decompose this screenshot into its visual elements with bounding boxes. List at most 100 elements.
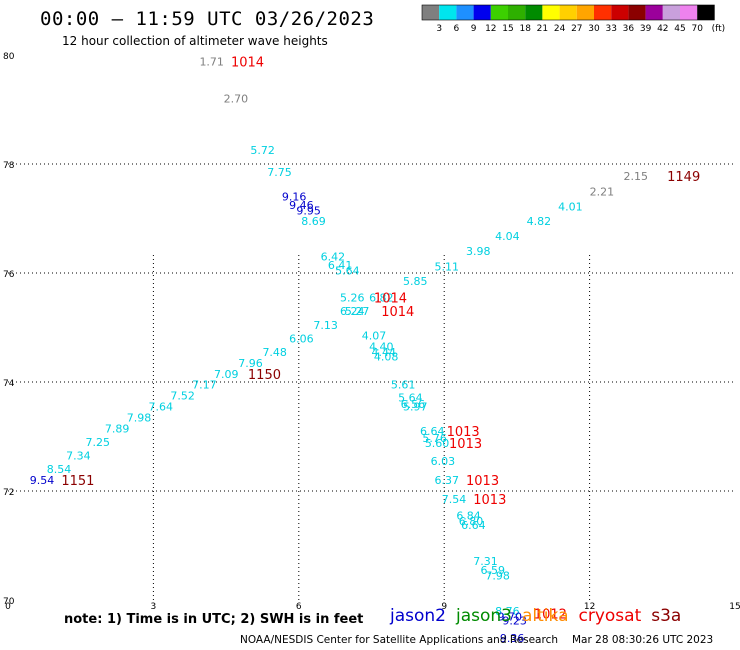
swh-label: 4.44: [372, 346, 397, 359]
colorbar-label: 42: [657, 24, 668, 34]
swh-label: 7.75: [267, 166, 292, 179]
pressure-label: 1150: [248, 368, 281, 383]
colorbar-label: 30: [588, 24, 600, 34]
swh-label: 7.64: [149, 401, 174, 414]
swh-label: 8.69: [301, 215, 326, 228]
legend-jason2: jason2: [390, 606, 446, 626]
swh-label: 6.64: [420, 425, 445, 438]
colorbar-swatch: [594, 5, 612, 20]
x-tick-label: 6: [296, 602, 302, 612]
swh-label: 6.64: [461, 519, 486, 532]
swh-label: 7.09: [214, 368, 239, 381]
colorbar-swatch: [645, 5, 663, 20]
y-tick-label: 80: [3, 52, 15, 62]
swh-label: 7.98: [127, 411, 152, 424]
colorbar-label: 24: [554, 24, 566, 34]
colorbar-swatch: [662, 5, 680, 20]
swh-label: 7.52: [170, 390, 195, 403]
y-tick-label: 76: [3, 270, 15, 280]
swh-label: 7.25: [86, 436, 111, 449]
swh-label: 7.48: [262, 346, 287, 359]
swh-label: 6.59: [481, 564, 506, 577]
colorbar-swatch: [422, 5, 440, 20]
colorbar-swatch: [490, 5, 508, 20]
x-tick-label: 12: [584, 602, 595, 612]
swh-label: 2.70: [224, 93, 249, 106]
swh-label: 5.76: [422, 432, 447, 445]
swh-label: 4.08: [374, 350, 399, 363]
colorbar-swatch: [542, 5, 560, 20]
swh-label: 9.95: [296, 204, 321, 217]
swh-label: 6.03: [431, 455, 456, 468]
colorbar-label: 12: [485, 24, 496, 34]
swh-label: 7.17: [192, 379, 217, 392]
plot-gridlines: [8, 163, 735, 600]
chart-subtitle: 12 hour collection of altimeter wave hei…: [62, 34, 328, 48]
swh-label: 6.24: [340, 305, 365, 318]
pressure-label: 1014: [374, 292, 407, 307]
colorbar-label: 33: [605, 24, 616, 34]
swh-label: 6.37: [435, 474, 460, 487]
swh-label: 7.96: [238, 357, 263, 370]
colorbar-swatch: [576, 5, 594, 20]
axis-tick-labels: 0 3 6 9 12 15 70 72 74 76 78 80: [3, 52, 740, 612]
footer-note: note: 1) Time is in UTC; 2) SWH is in fe…: [64, 612, 364, 627]
credit-time: Mar 28 08:30:26 UTC 2023: [572, 634, 714, 646]
colorbar-swatch: [473, 5, 491, 20]
swh-label: 8.76: [495, 605, 519, 618]
swh-label: 5.27: [345, 305, 370, 318]
swh-label: 5.97: [403, 401, 428, 414]
swh-label: 9.70: [498, 610, 522, 623]
colorbar-swatch: [559, 5, 577, 20]
y-tick-label: 78: [3, 161, 15, 171]
swh-label: 7.98: [485, 569, 510, 582]
swh-label: 4.40: [369, 341, 394, 354]
y-tick-label: 72: [3, 488, 14, 498]
x-tick-label: 0: [5, 602, 11, 612]
pressure-label: 1013: [466, 474, 499, 489]
swh-label: 6.41: [328, 259, 353, 272]
swh-label: 5.26: [340, 292, 365, 305]
swh-label: 7.34: [66, 450, 91, 463]
credit-org: NOAA/NESDIS Center for Satellite Applica…: [240, 634, 558, 646]
colorbar-label: 36: [623, 24, 635, 34]
swh-label: 6.82: [369, 292, 394, 305]
swh-label: 7.31: [473, 555, 498, 568]
colorbar-label: 21: [537, 24, 548, 34]
pressure-label: 1014: [381, 305, 414, 320]
x-tick-label: 15: [729, 602, 740, 612]
pressure-label: 1012: [534, 608, 567, 623]
swh-label: 3.98: [466, 245, 491, 258]
pressure-label: 1013: [473, 493, 506, 508]
swh-label: 4.04: [495, 230, 519, 243]
swh-label: 7.54: [442, 493, 467, 506]
swh-label: 2.21: [590, 185, 615, 198]
swh-label: 7.89: [105, 422, 130, 435]
pressure-label: 1149: [667, 170, 700, 185]
swh-label: 9.46: [289, 199, 314, 212]
legend-jason3: jason3: [456, 606, 512, 626]
colorbar-swatch: [508, 5, 526, 20]
swh-label: 9.16: [282, 191, 307, 204]
colorbar-swatch: [680, 5, 698, 20]
legend-altika: altika: [522, 606, 569, 626]
colorbar-label: 27: [571, 24, 582, 34]
swh-label: 1.71: [199, 56, 224, 69]
colorbar-label: 39: [640, 24, 652, 34]
colorbar-swatch: [611, 5, 629, 20]
swh-label: 5.85: [403, 275, 428, 288]
swh-label: 5.60: [425, 437, 450, 450]
swh-label: 6.84: [456, 510, 481, 523]
colorbar-swatch: [697, 5, 715, 20]
colorbar-label: 18: [519, 24, 531, 34]
swh-label: 6.06: [289, 332, 314, 345]
swh-colorbar: 3 6 9 12 15 18 21 24 27 30 33 36 39 42 45 70 (ft): [421, 4, 725, 34]
pressure-label: 1014: [231, 56, 264, 71]
colorbar-label: 45: [674, 24, 685, 34]
swh-label: 8.54: [47, 463, 71, 476]
swh-label: 5.64: [398, 391, 423, 404]
pressure-label: 1151: [61, 474, 94, 489]
colorbar-label: 15: [502, 24, 513, 34]
swh-label: 6.56: [401, 398, 426, 411]
